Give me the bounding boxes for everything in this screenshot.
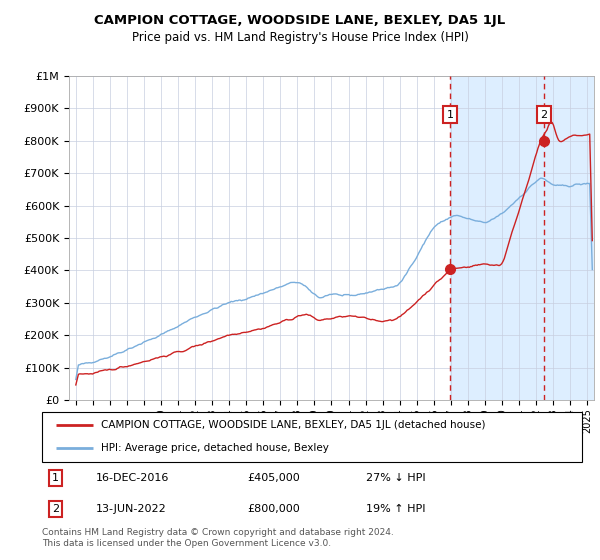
Text: 1: 1	[446, 110, 454, 120]
Text: 2: 2	[540, 110, 547, 120]
Text: 1: 1	[52, 473, 59, 483]
Text: Contains HM Land Registry data © Crown copyright and database right 2024.
This d: Contains HM Land Registry data © Crown c…	[42, 528, 394, 548]
Text: HPI: Average price, detached house, Bexley: HPI: Average price, detached house, Bexl…	[101, 444, 329, 454]
Text: 13-JUN-2022: 13-JUN-2022	[96, 504, 167, 514]
Text: 27% ↓ HPI: 27% ↓ HPI	[366, 473, 425, 483]
Bar	[450, 76, 594, 400]
Text: £405,000: £405,000	[247, 473, 300, 483]
FancyBboxPatch shape	[42, 412, 582, 462]
Text: CAMPION COTTAGE, WOODSIDE LANE, BEXLEY, DA5 1JL: CAMPION COTTAGE, WOODSIDE LANE, BEXLEY, …	[94, 14, 506, 27]
Text: Price paid vs. HM Land Registry's House Price Index (HPI): Price paid vs. HM Land Registry's House …	[131, 31, 469, 44]
Text: 2: 2	[52, 504, 59, 514]
Text: 19% ↑ HPI: 19% ↑ HPI	[366, 504, 425, 514]
Text: 16-DEC-2016: 16-DEC-2016	[96, 473, 169, 483]
Text: £800,000: £800,000	[247, 504, 300, 514]
Text: CAMPION COTTAGE, WOODSIDE LANE, BEXLEY, DA5 1JL (detached house): CAMPION COTTAGE, WOODSIDE LANE, BEXLEY, …	[101, 420, 486, 430]
